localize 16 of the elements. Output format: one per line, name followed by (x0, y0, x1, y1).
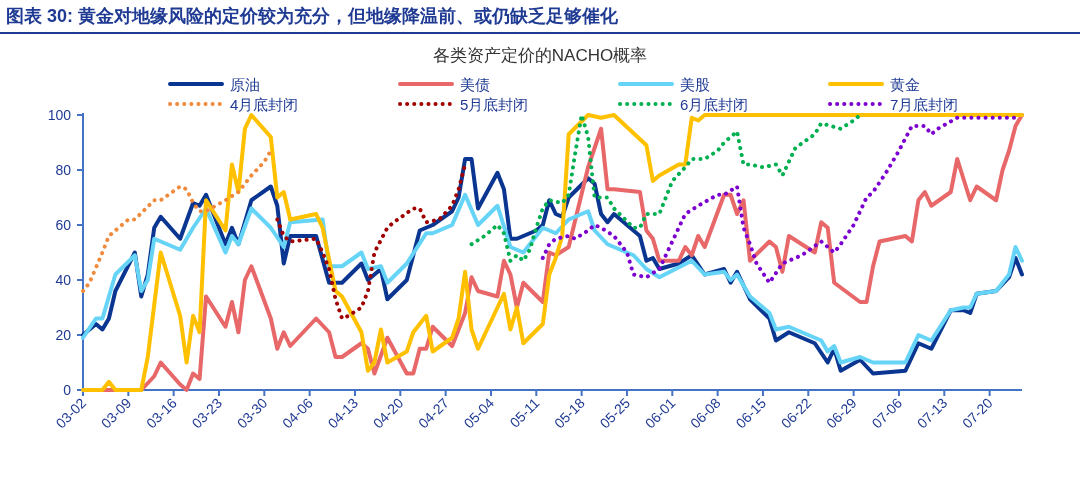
legend-label: 5月底封闭 (460, 96, 529, 113)
legend-label: 4月底封闭 (230, 96, 299, 113)
y-tick-label: 20 (55, 327, 72, 343)
y-tick-label: 100 (47, 107, 72, 123)
y-tick-label: 60 (55, 217, 72, 233)
y-tick-label: 80 (55, 162, 72, 178)
y-tick-label: 0 (63, 382, 72, 398)
y-tick-label: 40 (55, 272, 72, 288)
legend-label: 7月底封闭 (890, 96, 959, 113)
legend-label: 美股 (680, 76, 710, 93)
legend-label: 原油 (230, 76, 260, 93)
legend-label: 美债 (460, 76, 490, 93)
subtitle: 各类资产定价的NACHO概率 (432, 46, 648, 65)
legend-label: 6月底封闭 (680, 96, 749, 113)
legend-label: 黄金 (890, 76, 920, 93)
title: 图表 30: 黄金对地缘风险的定价较为充分，但地缘降温前、或仍缺乏足够催化 (6, 6, 619, 26)
